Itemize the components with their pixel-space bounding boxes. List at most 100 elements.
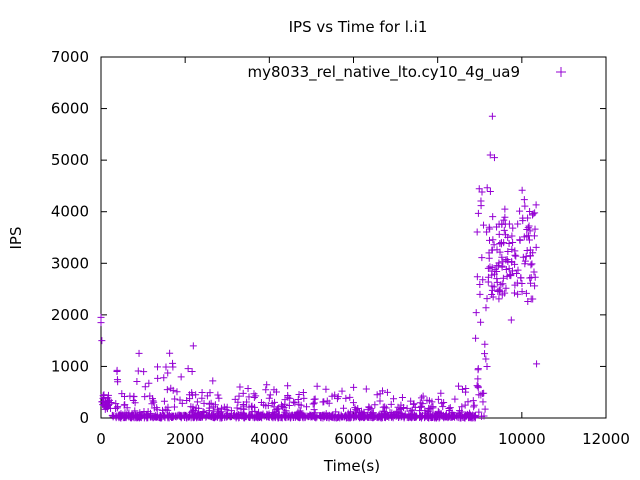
data-point	[234, 411, 242, 419]
data-point	[480, 221, 488, 229]
data-point	[167, 384, 175, 392]
data-point	[471, 413, 479, 421]
data-point	[520, 233, 528, 241]
data-point	[445, 405, 453, 413]
data-point	[483, 295, 491, 303]
data-point	[207, 399, 215, 407]
x-tick-label: 2000	[166, 430, 204, 448]
data-point	[428, 414, 436, 422]
data-point	[144, 408, 152, 416]
data-point	[525, 232, 533, 240]
data-point	[217, 408, 225, 416]
plot-frame	[100, 56, 607, 419]
data-point	[117, 414, 125, 422]
data-point	[266, 391, 274, 399]
data-point	[529, 210, 537, 218]
data-point	[190, 406, 198, 414]
data-point	[163, 386, 171, 394]
data-point	[488, 112, 496, 120]
data-point	[159, 406, 167, 414]
data-point	[104, 391, 112, 399]
data-point	[479, 398, 487, 406]
data-point	[189, 342, 197, 350]
y-tick-label: 3000	[51, 254, 89, 272]
data-point	[160, 397, 168, 405]
data-point	[215, 394, 223, 402]
data-point	[520, 196, 528, 204]
data-point	[525, 222, 533, 230]
data-point	[313, 382, 321, 390]
data-point	[109, 413, 117, 421]
data-point	[509, 238, 517, 246]
data-point	[114, 378, 122, 386]
data-point	[270, 386, 278, 394]
data-point	[531, 225, 539, 233]
data-point	[291, 399, 299, 407]
data-point	[134, 413, 142, 421]
data-point	[303, 403, 311, 411]
data-point	[387, 400, 395, 408]
data-points	[97, 112, 541, 422]
data-point	[526, 227, 534, 235]
data-point	[150, 398, 158, 406]
data-point	[412, 412, 420, 420]
data-point	[526, 246, 534, 254]
data-point	[476, 281, 484, 289]
data-point	[499, 274, 507, 282]
data-point	[256, 413, 264, 421]
data-point	[328, 392, 336, 400]
data-point	[192, 391, 200, 399]
data-point	[488, 267, 496, 275]
data-point	[359, 412, 367, 420]
data-point	[516, 207, 524, 215]
data-point	[162, 405, 170, 413]
data-point	[209, 377, 217, 385]
data-point	[431, 412, 439, 420]
data-point	[323, 397, 331, 405]
data-point	[325, 412, 333, 420]
data-point	[521, 260, 529, 268]
data-point	[334, 393, 342, 401]
data-point	[486, 236, 494, 244]
data-point	[381, 403, 389, 411]
x-tick-label: 6000	[334, 430, 372, 448]
data-point	[461, 401, 469, 409]
data-point	[480, 389, 488, 397]
data-point	[281, 396, 289, 404]
data-point	[418, 402, 426, 410]
chart-title: IPS vs Time for l.i1	[289, 18, 428, 36]
data-point	[461, 414, 469, 422]
data-point	[393, 407, 401, 415]
data-point	[517, 274, 525, 282]
data-point	[473, 273, 481, 281]
data-point	[176, 396, 184, 404]
data-point	[531, 209, 539, 217]
data-point	[376, 397, 384, 405]
data-point	[114, 403, 122, 411]
data-point	[311, 395, 319, 403]
data-point	[177, 373, 185, 381]
data-point	[495, 295, 503, 303]
legend-label: my8033_rel_native_lto.cy10_4g_ua9	[248, 63, 521, 82]
data-point	[295, 401, 303, 409]
data-point	[108, 411, 116, 419]
data-point	[474, 366, 482, 374]
data-point	[488, 246, 496, 254]
data-point	[191, 412, 199, 420]
data-point	[98, 337, 106, 345]
data-point	[498, 291, 506, 299]
data-point	[236, 383, 244, 391]
data-point	[532, 243, 540, 251]
data-point	[439, 403, 447, 411]
data-point	[493, 275, 501, 283]
data-point	[382, 404, 390, 412]
data-point	[403, 404, 411, 412]
data-point	[131, 407, 139, 415]
data-point	[502, 284, 510, 292]
data-point	[134, 367, 142, 375]
data-point	[347, 413, 355, 421]
data-point	[352, 413, 360, 421]
data-point	[239, 400, 247, 408]
data-point	[263, 381, 271, 389]
